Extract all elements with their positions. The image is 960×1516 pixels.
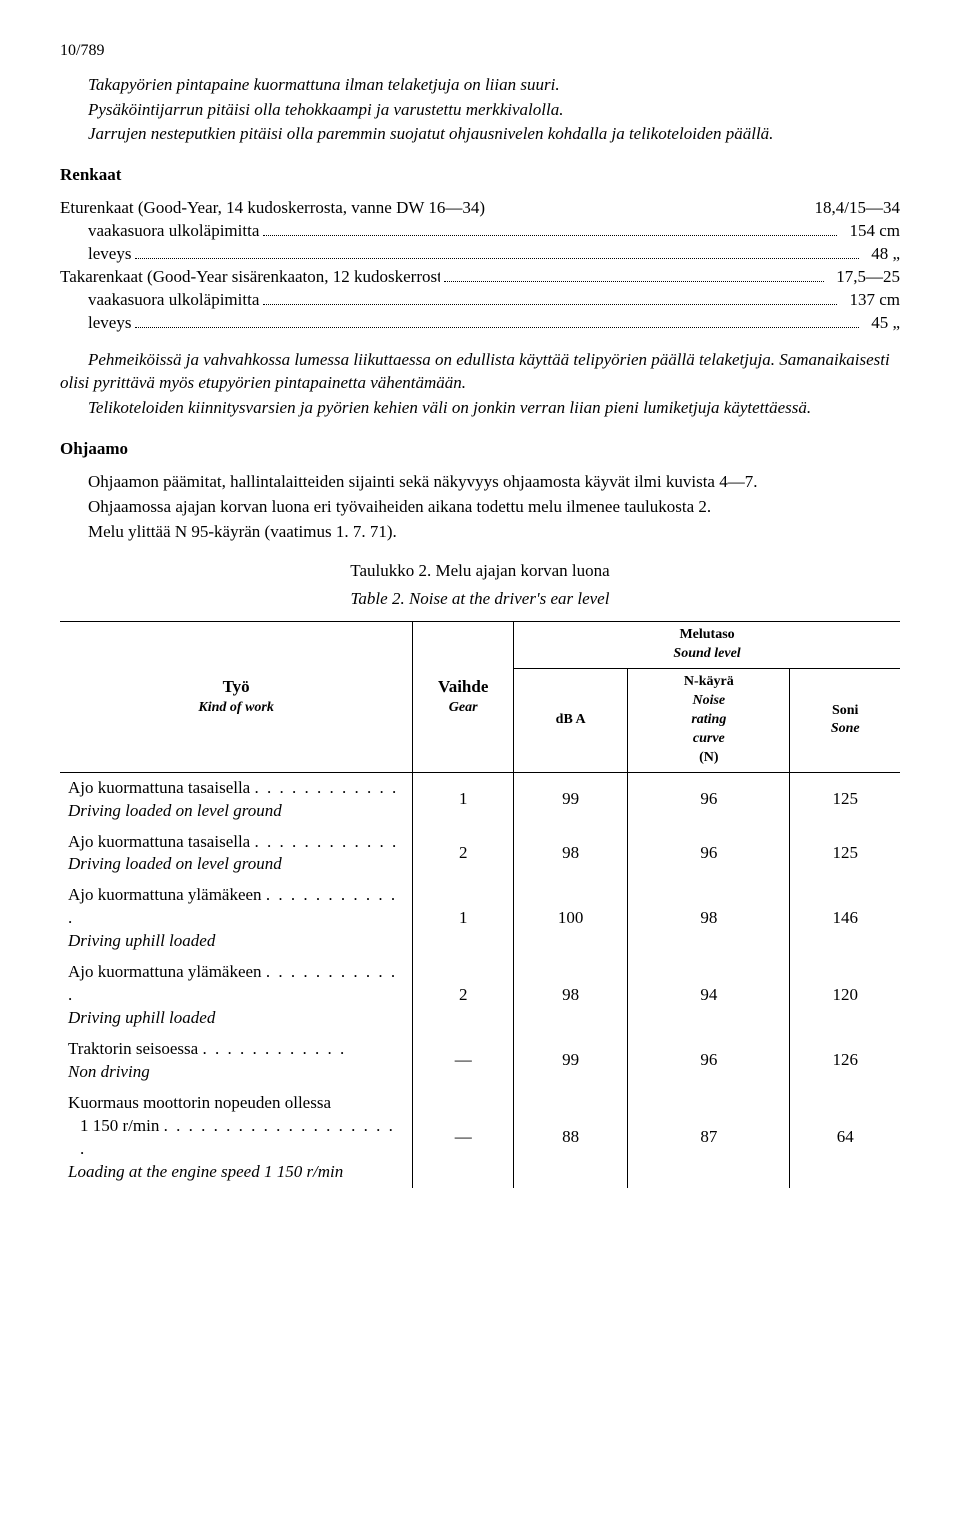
front-size: 18,4/15—34 xyxy=(807,197,900,220)
table-cell-ncurve: 94 xyxy=(628,957,790,1034)
dots xyxy=(263,304,837,305)
table-cell-dba: 98 xyxy=(514,827,628,881)
table-cell-sone: 125 xyxy=(790,827,900,881)
table-row-work: Ajo kuormattuna ylämäkeen . . . . . . . … xyxy=(60,957,413,1034)
table-cell-gear: 1 xyxy=(413,772,514,826)
table-cell-gear: 2 xyxy=(413,957,514,1034)
head-ncurve-en2: rating xyxy=(636,711,781,730)
table-cell-gear: 1 xyxy=(413,880,514,957)
intro-p3: Jarrujen nesteputkien pitäisi olla parem… xyxy=(60,123,900,146)
table-cell-gear: — xyxy=(413,1034,514,1088)
table-row-work-en: Driving uphill loaded xyxy=(68,1007,404,1030)
table-caption-sub: Table 2. Noise at the driver's ear level xyxy=(60,588,900,611)
table-cell-dba: 100 xyxy=(514,880,628,957)
front-diam-label: vaakasuora ulkoläpimitta xyxy=(88,220,259,243)
front-diam-val: 154 cm xyxy=(841,220,900,243)
front-width-label: leveys xyxy=(88,243,131,266)
head-work-en: Kind of work xyxy=(68,699,404,718)
table-cell-ncurve: 96 xyxy=(628,1034,790,1088)
head-ncurve-en3: curve xyxy=(636,730,781,749)
table-cell-dba: 98 xyxy=(514,957,628,1034)
table-cell-ncurve: 98 xyxy=(628,880,790,957)
renkaat-body-p2: Telikoteloiden kiinnitysvarsien ja pyöri… xyxy=(60,397,900,420)
table-cell-sone: 126 xyxy=(790,1034,900,1088)
table-caption: Taulukko 2. Melu ajajan korvan luona xyxy=(60,560,900,583)
table-cell-sone: 146 xyxy=(790,880,900,957)
table-row-work: Ajo kuormattuna ylämäkeen . . . . . . . … xyxy=(60,880,413,957)
table-row-work-en: Non driving xyxy=(68,1061,404,1084)
ohjaamo-p1: Ohjaamon päämitat, hallintalaitteiden si… xyxy=(60,471,900,494)
dots xyxy=(135,258,859,259)
dots xyxy=(263,235,837,236)
rear-title: Takarenkaat (Good-Year sisärenkaaton, 12… xyxy=(60,266,440,289)
head-dba: dB A xyxy=(514,669,628,772)
ohjaamo-title: Ohjaamo xyxy=(60,438,900,461)
table-row-work-en: Loading at the engine speed 1 150 r/min xyxy=(68,1161,404,1184)
table-cell-dba: 99 xyxy=(514,1034,628,1088)
head-sound-group: Melutaso xyxy=(522,626,892,645)
front-width-val: 48 „ xyxy=(863,243,900,266)
renkaat-specs: Eturenkaat (Good-Year, 14 kudoskerrosta,… xyxy=(60,197,900,335)
rear-width-val: 45 „ xyxy=(863,312,900,335)
head-gear-en: Gear xyxy=(421,699,505,718)
table-cell-ncurve: 87 xyxy=(628,1088,790,1188)
head-ncurve: N-käyrä xyxy=(636,673,781,692)
table-row-work: Ajo kuormattuna tasaisella . . . . . . .… xyxy=(60,827,413,881)
dots xyxy=(444,281,824,282)
table-row-work-en: Driving loaded on level ground xyxy=(68,800,404,823)
front-title: Eturenkaat (Good-Year, 14 kudoskerrosta,… xyxy=(60,197,807,220)
rear-size: 17,5—25 xyxy=(828,266,900,289)
head-gear: Vaihde xyxy=(421,676,505,699)
table-cell-sone: 64 xyxy=(790,1088,900,1188)
table-cell-gear: — xyxy=(413,1088,514,1188)
head-sound-group-en: Sound level xyxy=(522,645,892,664)
table-row-work: Traktorin seisoessa . . . . . . . . . . … xyxy=(60,1034,413,1088)
page-number: 10/789 xyxy=(60,40,900,62)
intro-p1: Takapyörien pintapaine kuormattuna ilman… xyxy=(60,74,900,97)
intro-p2: Pysäköintijarrun pitäisi olla tehokkaamp… xyxy=(60,99,900,122)
ohjaamo-p3: Melu ylittää N 95-käyrän (vaatimus 1. 7.… xyxy=(60,521,900,544)
dots xyxy=(135,327,859,328)
rear-diam-label: vaakasuora ulkoläpimitta xyxy=(88,289,259,312)
rear-diam-val: 137 cm xyxy=(841,289,900,312)
head-ncurve-n: (N) xyxy=(636,749,781,768)
table-row-work-en: Driving loaded on level ground xyxy=(68,853,404,876)
table-cell-dba: 88 xyxy=(514,1088,628,1188)
table-cell-sone: 120 xyxy=(790,957,900,1034)
table-cell-ncurve: 96 xyxy=(628,772,790,826)
head-soni-en: Sone xyxy=(798,720,892,739)
table-cell-sone: 125 xyxy=(790,772,900,826)
head-soni: Soni xyxy=(798,702,892,721)
table-cell-ncurve: 96 xyxy=(628,827,790,881)
table-cell-dba: 99 xyxy=(514,772,628,826)
rear-width-label: leveys xyxy=(88,312,131,335)
table-row-work-en: Driving uphill loaded xyxy=(68,930,404,953)
table-row-work: Ajo kuormattuna tasaisella . . . . . . .… xyxy=(60,772,413,826)
head-work: Työ xyxy=(68,676,404,699)
noise-table: Työ Kind of work Vaihde Gear Melutaso So… xyxy=(60,621,900,1187)
renkaat-body-p1: Pehmeiköissä ja vahvahkossa lumessa liik… xyxy=(60,349,900,395)
renkaat-title: Renkaat xyxy=(60,164,900,187)
head-ncurve-en1: Noise xyxy=(636,692,781,711)
ohjaamo-p2: Ohjaamossa ajajan korvan luona eri työva… xyxy=(60,496,900,519)
table-cell-gear: 2 xyxy=(413,827,514,881)
table-row-work: Kuormaus moottorin nopeuden ollessa1 150… xyxy=(60,1088,413,1188)
